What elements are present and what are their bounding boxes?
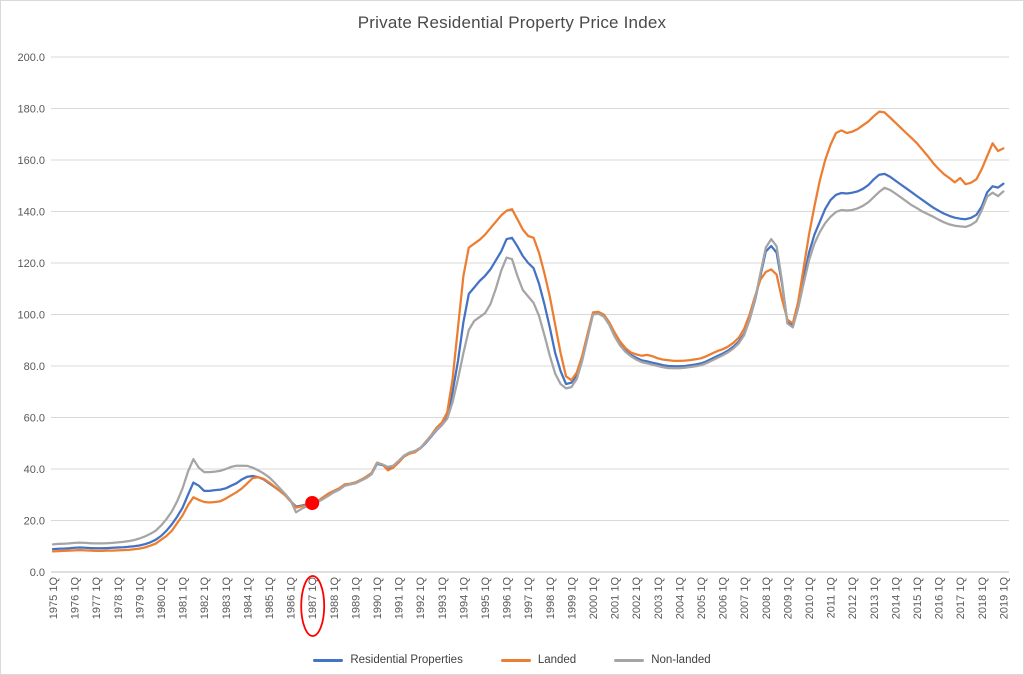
legend-label-residential-properties: Residential Properties: [350, 654, 463, 666]
x-tick-label: 2019 1Q: [998, 577, 1010, 620]
x-tick-label: 1980 1Q: [156, 577, 168, 620]
x-tick-label: 1977 1Q: [91, 577, 103, 620]
x-tick-label: 2002 1Q: [631, 577, 643, 620]
x-tick-label: 1999 1Q: [566, 577, 578, 620]
x-tick-label: 1992 1Q: [415, 577, 427, 620]
y-tick-label: 140.0: [17, 207, 45, 219]
series-line-non-landed: [51, 186, 1005, 546]
y-tick-label: 80.0: [24, 361, 45, 373]
x-tick-label: 2012 1Q: [847, 577, 859, 620]
x-tick-label: 1988 1Q: [329, 577, 341, 620]
x-tick-label: 2009 1Q: [782, 577, 794, 620]
legend-item-landed: Landed: [500, 654, 577, 666]
non-landed-line-swatch: [614, 658, 645, 662]
legend-item-non-landed: Non-landed: [614, 654, 711, 666]
x-tick-label: 1986 1Q: [286, 577, 298, 620]
y-tick-label: 200.0: [17, 52, 45, 64]
x-tick-label: 1989 1Q: [350, 577, 362, 620]
x-tick-label: 2014 1Q: [890, 577, 902, 620]
x-tick-label: 2003 1Q: [653, 577, 665, 620]
residential-properties-line-swatch: [313, 658, 344, 662]
x-tick-label: 2010 1Q: [804, 577, 816, 620]
x-tick-label: 2001 1Q: [610, 577, 622, 620]
series-line-residential-properties: [51, 172, 1005, 551]
x-tick-label: 1994 1Q: [458, 577, 470, 620]
legend-label-landed: Landed: [537, 654, 577, 666]
x-tick-label: 1997 1Q: [523, 577, 535, 620]
chart-title: Private Residential Property Price Index: [357, 13, 667, 32]
x-tick-label: 1995 1Q: [480, 577, 492, 620]
y-tick-label: 180.0: [17, 104, 45, 116]
x-tick-label: 2008 1Q: [761, 577, 773, 620]
legend-item-residential-properties: Residential Properties: [313, 654, 463, 666]
x-tick-label: 2007 1Q: [739, 577, 751, 620]
x-tick-label: 1975 1Q: [48, 577, 60, 620]
x-tick-label: 1981 1Q: [178, 577, 190, 620]
legend: Residential Properties Landed Non-landed: [1, 654, 1023, 666]
y-tick-label: 100.0: [17, 310, 45, 322]
red-marker-dot: [305, 496, 320, 510]
series-line-landed: [51, 110, 1005, 553]
y-tick-label: 60.0: [24, 413, 45, 425]
x-tick-label: 2011 1Q: [826, 577, 838, 619]
y-tick-label: 120.0: [17, 258, 45, 270]
x-tick-label: 1976 1Q: [70, 577, 82, 620]
x-tick-label: 2017 1Q: [955, 577, 967, 620]
legend-label-non-landed: Non-landed: [651, 654, 711, 666]
x-tick-label: 2013 1Q: [869, 577, 881, 620]
x-tick-label: 1993 1Q: [437, 577, 449, 620]
x-tick-label: 1985 1Q: [264, 577, 276, 620]
landed-line-swatch: [500, 658, 531, 662]
x-tick-label: 2018 1Q: [977, 577, 989, 620]
x-tick-label: 1998 1Q: [545, 577, 557, 620]
x-tick-label: 1984 1Q: [242, 577, 254, 620]
x-tick-label: 1979 1Q: [134, 577, 146, 620]
x-tick-label: 2015 1Q: [912, 577, 924, 620]
y-tick-label: 160.0: [17, 155, 45, 167]
x-tick-label: 1982 1Q: [199, 577, 211, 620]
x-tick-label: 1987 1Q: [307, 577, 319, 620]
y-tick-label: 40.0: [24, 464, 45, 476]
y-tick-label: 0.0: [30, 567, 45, 579]
x-tick-label: 1990 1Q: [372, 577, 384, 620]
red-circle-annotation: [300, 575, 326, 637]
x-tick-label: 1983 1Q: [221, 577, 233, 620]
x-tick-label: 1996 1Q: [502, 577, 514, 620]
x-tick-label: 1978 1Q: [113, 577, 125, 620]
x-tick-label: 2004 1Q: [674, 577, 686, 620]
x-tick-label: 1991 1Q: [394, 577, 406, 620]
x-tick-label: 2000 1Q: [588, 577, 600, 620]
x-tick-label: 2016 1Q: [934, 577, 946, 620]
x-tick-label: 2006 1Q: [718, 577, 730, 620]
y-tick-label: 20.0: [24, 516, 45, 528]
x-tick-label: 2005 1Q: [696, 577, 708, 620]
